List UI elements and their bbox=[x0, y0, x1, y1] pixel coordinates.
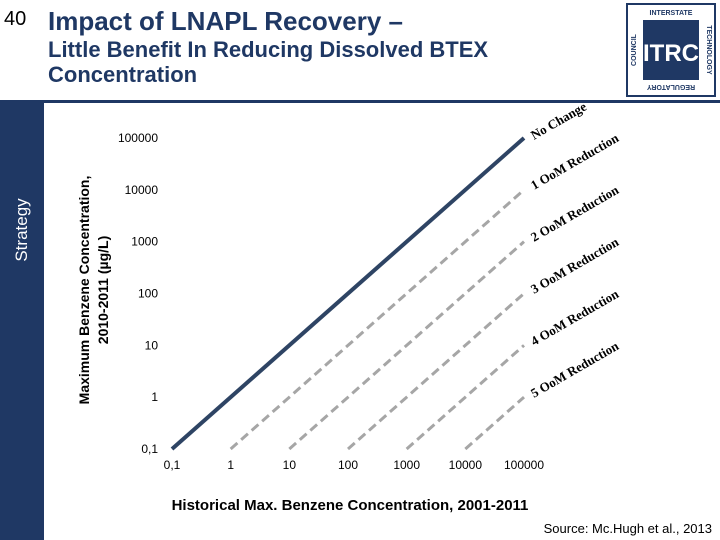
series-line-4 bbox=[405, 344, 525, 451]
slide-header: 40 Impact of LNAPL Recovery – Little Ben… bbox=[0, 0, 720, 103]
y-tick-label: 1 bbox=[151, 390, 158, 404]
x-ticks: 0,1 1 10 100 1000 10000 100000 bbox=[164, 458, 545, 472]
x-tick-label: 0,1 bbox=[164, 458, 181, 472]
x-tick-label: 100 bbox=[338, 458, 358, 472]
sidebar-label: Strategy bbox=[12, 198, 31, 262]
series-group bbox=[170, 136, 526, 451]
y-axis-label-line2: 2010-2011 (µg/L) bbox=[95, 236, 111, 344]
x-tick-label: 1000 bbox=[393, 458, 420, 472]
series-line-3 bbox=[347, 292, 525, 451]
x-tick-label: 10000 bbox=[449, 458, 483, 472]
series-line-1 bbox=[229, 188, 525, 451]
svg-text:INTERSTATE: INTERSTATE bbox=[650, 10, 693, 17]
series-label-text: OoM Reduction bbox=[536, 234, 621, 292]
series-label-1: 1 OoM Reduction bbox=[528, 130, 622, 193]
y-tick-label: 100 bbox=[138, 287, 158, 301]
sidebar-label-wrap: Strategy bbox=[0, 100, 44, 360]
itrc-logo: ITRC INTERSTATE REGULATORY COUNCIL TECHN… bbox=[626, 3, 716, 97]
y-axis-label-line1: Maximum Benzene Concentration, bbox=[76, 176, 92, 405]
slide-subtitle: Little Benefit In Reducing Dissolved BTE… bbox=[48, 37, 489, 87]
y-tick-label: 100000 bbox=[118, 131, 158, 145]
y-ticks: 0,1 1 10 100 1000 10000 100000 bbox=[118, 131, 158, 456]
series-label-text: OoM Reduction bbox=[536, 182, 621, 240]
x-tick-label: 10 bbox=[283, 458, 297, 472]
slide-number: 40 bbox=[4, 8, 27, 30]
svg-text:ITRC: ITRC bbox=[643, 40, 699, 67]
x-tick-label: 1 bbox=[227, 458, 234, 472]
y-tick-label: 0,1 bbox=[141, 442, 158, 456]
y-tick-label: 1000 bbox=[131, 235, 158, 249]
y-tick-label: 10 bbox=[145, 338, 159, 352]
y-tick-label: 10000 bbox=[125, 183, 159, 197]
series-label-4: 4 OoM Reduction bbox=[528, 286, 622, 349]
series-label-5: 5 OoM Reduction bbox=[528, 338, 622, 401]
series-line-0 bbox=[170, 136, 526, 451]
x-axis-label: Historical Max. Benzene Concentration, 2… bbox=[172, 497, 529, 514]
series-line-5 bbox=[464, 396, 525, 451]
series-label-3: 3 OoM Reduction bbox=[528, 234, 622, 297]
slide-title: Impact of LNAPL Recovery – bbox=[48, 6, 403, 36]
series-label-text: OoM Reduction bbox=[536, 338, 621, 396]
svg-text:TECHNOLOGY: TECHNOLOGY bbox=[705, 25, 712, 75]
series-label-text: Change bbox=[545, 100, 590, 133]
source-citation: Source: Mc.Hugh et al., 2013 bbox=[543, 521, 712, 536]
series-label-0: No Change bbox=[528, 100, 589, 143]
series-line-2 bbox=[288, 240, 525, 451]
series-label-text: OoM Reduction bbox=[536, 130, 621, 188]
series-label-2: 2 OoM Reduction bbox=[528, 182, 622, 245]
x-tick-label: 100000 bbox=[504, 458, 544, 472]
svg-text:REGULATORY: REGULATORY bbox=[647, 83, 695, 90]
series-label-text: OoM Reduction bbox=[536, 286, 621, 344]
svg-text:COUNCIL: COUNCIL bbox=[631, 33, 638, 66]
chart: Maximum Benzene Concentration, 2010-2011… bbox=[76, 100, 622, 514]
sidebar bbox=[0, 100, 44, 540]
